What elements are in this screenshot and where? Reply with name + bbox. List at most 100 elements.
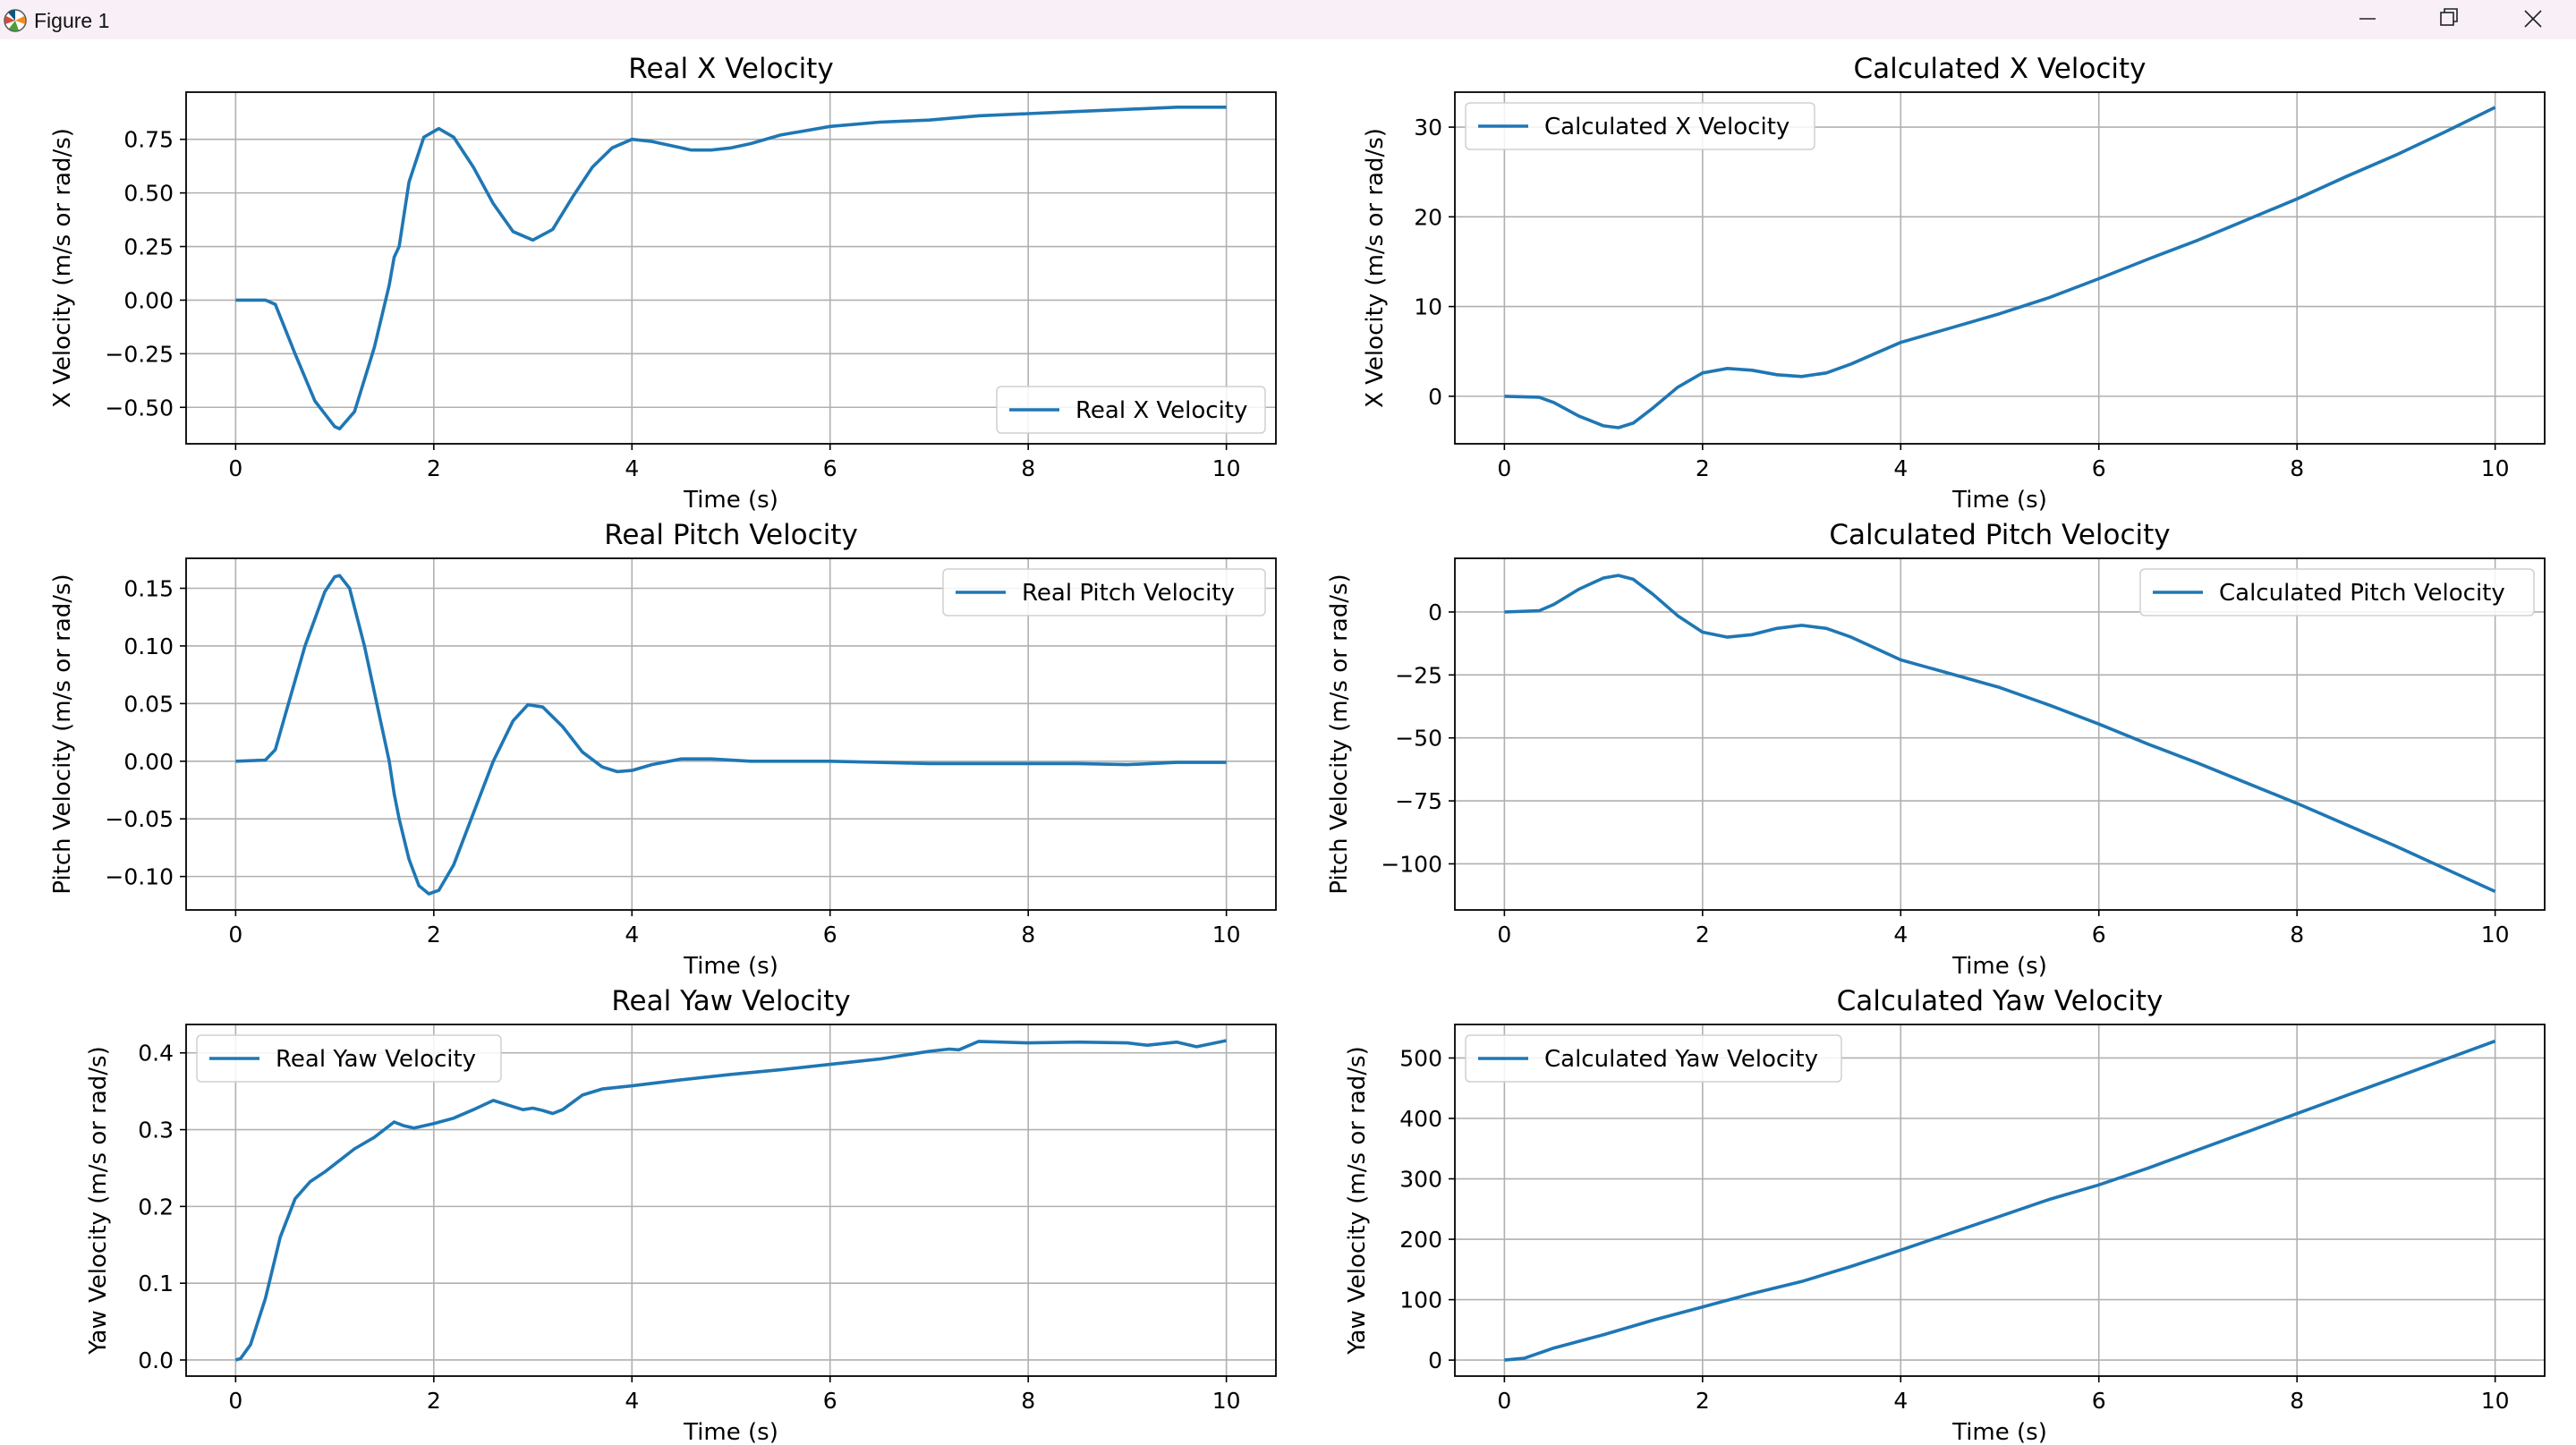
restore-icon <box>2440 8 2458 26</box>
x-tick-label: 4 <box>1893 922 1908 948</box>
y-tick-label: 10 <box>1414 294 1442 320</box>
subplot-1: 0 2 4 6 8 10 −0.50 −0.25 0.00 0.25 0.50 0.75 Real X … <box>49 53 1277 514</box>
y-tick-label: 0.15 <box>123 576 174 602</box>
x-tick-label: 4 <box>625 1388 639 1414</box>
y-tick-label: 0.00 <box>123 287 174 313</box>
y-tick-label: 0.3 <box>138 1118 174 1143</box>
legend: Real Pitch Velocity <box>942 568 1266 616</box>
y-tick-label: 0 <box>1428 599 1442 625</box>
legend-box <box>1465 102 1815 150</box>
x-tick-label: 2 <box>1696 455 1710 481</box>
x-tick-label: 0 <box>228 922 242 948</box>
y-tick-label: −25 <box>1395 662 1442 688</box>
legend: Calculated X Velocity <box>1465 102 1815 150</box>
series-line <box>235 106 1227 430</box>
legend-box <box>196 1034 502 1083</box>
subplot-4: 0 2 4 6 8 10 −100 −75 −50 −25 0 Calculated Pitch Ve… <box>1326 519 2546 980</box>
y-tick-label: 0.05 <box>123 691 174 717</box>
axes-frame <box>185 91 1277 445</box>
y-axis-label: Yaw Velocity (m/s or rad/s) <box>1344 1046 1371 1356</box>
close-icon <box>2524 10 2542 28</box>
subplot-5: 0 2 4 6 8 10 0.0 0.1 0.2 0.3 0.4 Real Yaw Velocity T… <box>85 985 1277 1445</box>
subplot-title: Real Pitch Velocity <box>604 519 858 551</box>
y-tick-label: 200 <box>1399 1227 1442 1253</box>
x-tick-label: 6 <box>823 922 837 948</box>
y-tick-label: −100 <box>1381 851 1442 877</box>
y-tick-label: 0.25 <box>123 234 174 260</box>
subplot-2: 0 2 4 6 8 10 0 10 20 30 Calculated X Velocity Time … <box>1362 53 2546 514</box>
y-tick-label: −75 <box>1395 788 1442 814</box>
y-tick-label: 400 <box>1399 1106 1442 1132</box>
x-tick-label: 6 <box>823 1388 837 1414</box>
series-line <box>235 574 1227 896</box>
axes-frame <box>1454 91 2546 445</box>
x-tick-label: 8 <box>2290 1388 2304 1414</box>
legend-label: Calculated Yaw Velocity <box>1544 1046 1818 1073</box>
y-tick-label: 0.0 <box>138 1347 174 1373</box>
axes-frame <box>185 557 1277 911</box>
y-tick-label: 0.00 <box>123 749 174 775</box>
y-tick-label: 0.1 <box>138 1271 174 1296</box>
y-tick-label: 0.50 <box>123 181 174 207</box>
x-tick-label: 2 <box>427 922 441 948</box>
y-axis-label: X Velocity (m/s or rad/s) <box>49 128 76 408</box>
legend-box <box>996 386 1266 434</box>
matplotlib-logo-icon <box>4 9 27 32</box>
axes-frame <box>185 1024 1277 1377</box>
x-tick-label: 10 <box>2481 922 2510 948</box>
x-tick-label: 4 <box>1893 455 1908 481</box>
x-tick-label: 8 <box>1021 922 1035 948</box>
series-line <box>1504 106 2496 429</box>
close-button[interactable] <box>2491 0 2573 39</box>
x-tick-label: 10 <box>1212 455 1241 481</box>
series-line <box>1504 574 2496 894</box>
y-axis-label: X Velocity (m/s or rad/s) <box>1362 128 1389 408</box>
y-axis-label: Yaw Velocity (m/s or rad/s) <box>85 1046 112 1356</box>
x-axis-label: Time (s) <box>683 487 778 514</box>
y-tick-label: 0 <box>1428 1347 1442 1373</box>
series-line <box>1504 1039 2496 1362</box>
x-tick-label: 2 <box>1696 1388 1710 1414</box>
legend-label: Calculated Pitch Velocity <box>2219 580 2505 607</box>
subplot-3: 0 2 4 6 8 10 −0.10 −0.05 0.00 0.05 0.10 0.15 Real Pi… <box>49 519 1277 980</box>
x-tick-label: 0 <box>1497 922 1511 948</box>
legend-label: Calculated X Velocity <box>1544 114 1790 140</box>
y-tick-label: −0.10 <box>105 864 174 890</box>
x-tick-label: 6 <box>2092 1388 2106 1414</box>
axes-frame <box>1454 557 2546 911</box>
minimize-button[interactable] <box>2326 0 2409 39</box>
x-tick-label: 10 <box>2481 455 2510 481</box>
y-tick-label: −0.05 <box>105 806 174 832</box>
y-tick-label: 0.4 <box>138 1041 174 1067</box>
legend-box <box>1465 1034 1842 1083</box>
y-tick-label: 0.75 <box>123 127 174 153</box>
x-tick-label: 2 <box>1696 922 1710 948</box>
legend-label: Real X Velocity <box>1075 397 1247 424</box>
subplot-title: Real X Velocity <box>628 53 833 85</box>
x-axis-label: Time (s) <box>1951 487 2047 514</box>
legend: Real X Velocity <box>996 386 1266 434</box>
y-tick-label: 100 <box>1399 1288 1442 1313</box>
subplot-title: Calculated X Velocity <box>1853 53 2146 85</box>
y-tick-label: 20 <box>1414 204 1442 230</box>
x-tick-label: 6 <box>2092 455 2106 481</box>
restore-button[interactable] <box>2409 0 2491 39</box>
x-tick-label: 6 <box>823 455 837 481</box>
window-titlebar: Figure 1 <box>0 0 2576 39</box>
legend-label: Real Pitch Velocity <box>1022 580 1235 607</box>
legend-label: Real Yaw Velocity <box>276 1046 476 1073</box>
x-tick-label: 8 <box>2290 455 2304 481</box>
x-tick-label: 8 <box>1021 455 1035 481</box>
y-tick-label: −50 <box>1395 726 1442 752</box>
y-tick-label: −0.50 <box>105 395 174 421</box>
y-tick-label: 30 <box>1414 115 1442 140</box>
x-axis-label: Time (s) <box>683 953 778 980</box>
minimize-icon <box>2359 18 2376 20</box>
y-axis-label: Pitch Velocity (m/s or rad/s) <box>49 574 76 894</box>
subplot-title: Calculated Pitch Velocity <box>1829 519 2170 551</box>
y-tick-label: 0.10 <box>123 633 174 659</box>
axes-frame <box>1454 1024 2546 1377</box>
legend: Real Yaw Velocity <box>196 1034 502 1083</box>
